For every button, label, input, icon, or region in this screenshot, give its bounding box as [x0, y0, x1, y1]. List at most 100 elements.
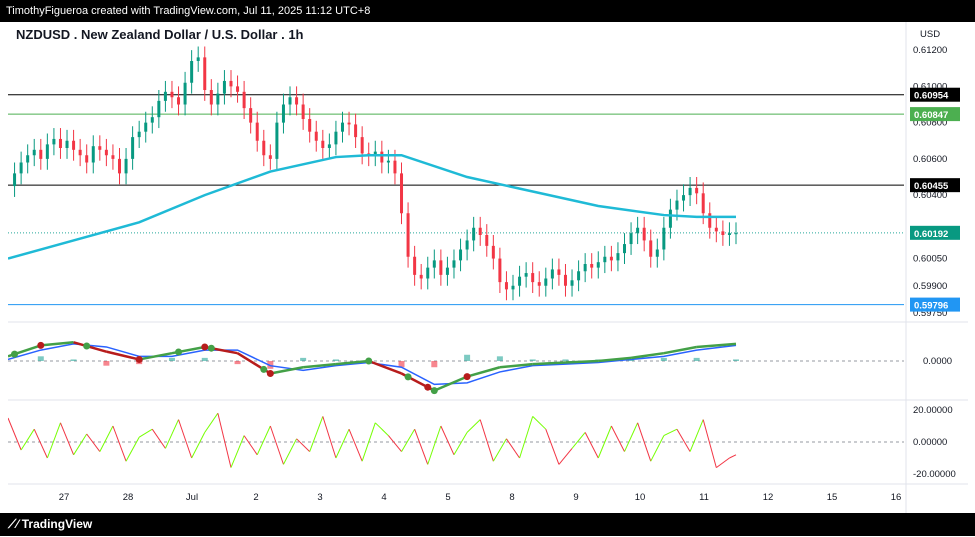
- candle-body: [721, 231, 725, 235]
- candle-body: [465, 240, 469, 250]
- candle-body: [131, 137, 135, 159]
- candle-body: [413, 256, 417, 275]
- price-tick-label: 0.60050: [913, 254, 947, 265]
- price-level-badge: [910, 178, 960, 193]
- tradingview-logo[interactable]: ⟋⁄ TradingView: [8, 517, 93, 531]
- candle-body: [531, 273, 535, 283]
- macd-line-segment: [466, 366, 501, 378]
- macd-cross-dot-red: [135, 355, 143, 363]
- osc-line-segment: [112, 425, 127, 462]
- macd-cross-dot-green: [404, 373, 412, 381]
- time-tick-label: 4: [381, 492, 386, 503]
- macd-histogram-bar: [398, 361, 405, 368]
- candle-body: [636, 227, 640, 234]
- price-tick-label: 0.61000: [913, 81, 947, 92]
- macd-line-segment: [598, 356, 632, 363]
- price-level-badge-text: 0.60847: [914, 110, 948, 121]
- price-tick-label: 0.59900: [913, 281, 947, 292]
- candle-body: [26, 155, 30, 163]
- osc-line-segment: [637, 422, 652, 462]
- candle-body: [327, 144, 331, 148]
- time-tick-label: 9: [573, 492, 578, 503]
- candle-body: [695, 187, 699, 194]
- candle-body: [419, 274, 423, 279]
- osc-line-segment: [348, 429, 363, 462]
- candle-body: [52, 138, 56, 145]
- candle-body: [504, 282, 508, 290]
- macd-histogram-bar: [70, 359, 77, 361]
- candle-body: [400, 173, 404, 214]
- header-text: TimothyFigueroa created with TradingView…: [6, 5, 371, 17]
- macd-histogram-bar: [300, 357, 307, 361]
- candle-body: [308, 119, 312, 132]
- macd-line-segment: [433, 375, 468, 392]
- candle-body: [45, 144, 49, 159]
- macd-histogram-bar: [733, 359, 739, 361]
- candle-body: [150, 117, 154, 123]
- osc-line-segment: [230, 435, 245, 468]
- candle-body: [583, 264, 587, 272]
- osc-line-segment: [624, 422, 639, 452]
- candle-body: [255, 122, 259, 141]
- macd-line-segment: [499, 362, 533, 369]
- candle-body: [85, 155, 89, 163]
- chart-panel[interactable]: NZDUSD . New Zealand Dollar / U.S. Dolla…: [8, 22, 968, 513]
- osc-line-segment: [125, 436, 140, 462]
- macd-line-segment: [630, 351, 665, 360]
- candle-body: [354, 124, 358, 138]
- osc-line-segment: [164, 419, 179, 449]
- macd-line-segment: [335, 359, 369, 366]
- chart-title: NZDUSD . New Zealand Dollar / U.S. Dolla…: [16, 27, 304, 42]
- macd-histogram-bar: [431, 361, 438, 368]
- candle-body: [183, 82, 187, 105]
- osc-line-segment: [440, 425, 455, 456]
- candle-body: [629, 233, 633, 245]
- candle-body: [518, 276, 522, 286]
- osc-line-segment: [151, 428, 166, 449]
- candle-body: [380, 151, 384, 163]
- candle-body: [714, 227, 718, 232]
- candle-body: [295, 97, 299, 105]
- price-tick-label: 0.59750: [913, 308, 947, 319]
- chart-svg[interactable]: NZDUSD . New Zealand Dollar / U.S. Dolla…: [8, 22, 968, 513]
- macd-line-segment: [106, 350, 140, 361]
- candle-body: [340, 122, 344, 132]
- osc-line-segment: [453, 432, 468, 456]
- osc-line-segment: [296, 438, 311, 452]
- candle-body: [124, 158, 128, 174]
- candle-body: [537, 282, 541, 286]
- candle-body: [281, 104, 285, 123]
- candle-body: [236, 86, 240, 92]
- candle-body: [734, 233, 738, 235]
- brand-label: TradingView: [21, 517, 93, 531]
- macd-cross-dot-green: [365, 357, 373, 365]
- osc-line-segment: [702, 419, 717, 468]
- osc-line-segment: [401, 428, 416, 452]
- osc-line-segment: [73, 433, 88, 456]
- macd-histogram-bar: [529, 359, 536, 361]
- candle-body: [439, 260, 443, 275]
- osc-line-segment: [361, 422, 376, 462]
- osc-line-segment: [414, 429, 429, 465]
- osc-line-segment: [492, 438, 507, 462]
- candle-body: [321, 140, 325, 148]
- candle-body: [65, 140, 69, 148]
- macd-histogram-bar: [168, 357, 175, 361]
- candle-body: [216, 93, 220, 105]
- macd-line-segment: [40, 341, 74, 347]
- candle-body: [688, 187, 692, 196]
- price-level-badge-text: 0.59796: [914, 301, 948, 312]
- osc-line-segment: [571, 432, 586, 449]
- time-tick-label: Jul: [186, 492, 198, 503]
- macd-histogram-bar: [234, 361, 241, 365]
- candle-body: [137, 131, 141, 138]
- osc-line-segment: [204, 412, 219, 433]
- candle-body: [111, 155, 115, 159]
- candle-body: [432, 260, 436, 268]
- macd-line-segment: [303, 362, 337, 369]
- candle-body: [557, 269, 561, 275]
- time-tick-label: 3: [317, 492, 322, 503]
- price-level-badge: [910, 297, 960, 312]
- candle-body: [708, 213, 712, 228]
- osc-line-segment: [610, 425, 625, 452]
